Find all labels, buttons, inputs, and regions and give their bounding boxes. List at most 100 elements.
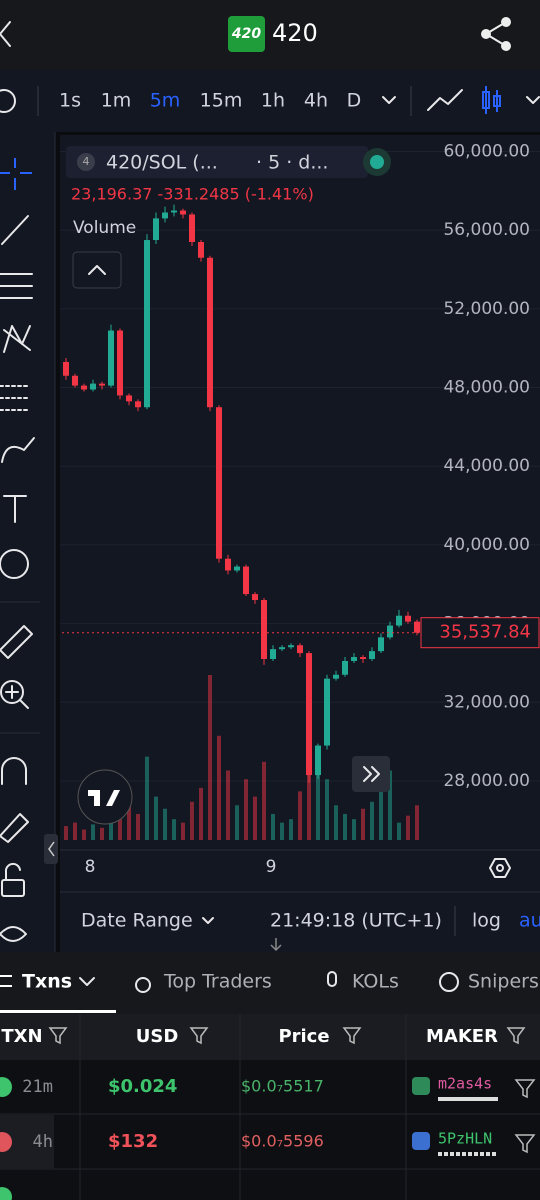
fib-tool[interactable]: [0, 273, 33, 299]
candle-body: [72, 375, 78, 386]
tab-txns[interactable]: Txns: [22, 971, 72, 993]
maker-icon: [412, 1132, 430, 1150]
row-filter-icon[interactable]: [514, 1079, 536, 1099]
trend-line-tool[interactable]: [1, 215, 29, 245]
clock: 21:49:18 (UTC+1): [270, 910, 442, 932]
lock-draw-tool[interactable]: [0, 813, 29, 843]
candle-body: [234, 566, 240, 571]
candle-body: [180, 210, 186, 215]
chart-pane: [60, 135, 540, 890]
resize-handle[interactable]: [270, 938, 282, 952]
emoji-tool[interactable]: [0, 549, 29, 579]
crosshair-tool[interactable]: [0, 158, 32, 190]
header-bar: [0, 0, 540, 70]
back-button[interactable]: [0, 21, 11, 47]
zoom-tool[interactable]: [0, 680, 29, 709]
collapse-button[interactable]: [44, 834, 58, 864]
tab-top-traders[interactable]: Top Traders: [163, 971, 272, 993]
logo-badge: [228, 16, 265, 52]
add-indicator-button[interactable]: [0, 89, 16, 113]
prediction-tool[interactable]: [0, 385, 29, 411]
header-title: 420: [272, 19, 318, 47]
timeframe-button[interactable]: 1h: [261, 90, 285, 112]
line-chart-button[interactable]: [427, 89, 463, 111]
candle-body: [369, 651, 375, 660]
volume-bar: [361, 808, 365, 840]
volume-bar: [82, 829, 86, 840]
visibility-tool[interactable]: [0, 926, 27, 942]
column-header[interactable]: TXN: [1, 1026, 42, 1047]
timeframe-button[interactable]: 4h: [304, 90, 328, 112]
volume-bar: [235, 805, 239, 840]
volume-bar: [379, 787, 383, 840]
tab-kols[interactable]: KOLs: [352, 971, 399, 993]
tab-icon: [135, 977, 151, 993]
status-dot: [370, 155, 384, 169]
side-indicator: [0, 1187, 12, 1200]
volume-bar: [298, 791, 302, 840]
tradingview-logo[interactable]: [77, 769, 133, 825]
filter-icon[interactable]: [48, 1027, 68, 1045]
chart-title: 420/SOL (...: [106, 152, 218, 174]
tab-snipers[interactable]: Snipers: [468, 971, 539, 993]
column-header[interactable]: Price: [278, 1026, 329, 1047]
timeframe-button[interactable]: 1s: [59, 90, 81, 112]
volume-bar: [370, 801, 374, 840]
timeframe-button[interactable]: 5m: [150, 90, 181, 112]
y-tick-label: 40,000.00: [443, 535, 530, 555]
ruler-tool[interactable]: [0, 625, 33, 659]
side-indicator: [0, 1077, 12, 1097]
timeframe-dropdown[interactable]: [382, 96, 396, 104]
candle-body: [189, 214, 195, 243]
lock-tool[interactable]: [1, 862, 25, 897]
txn-maker[interactable]: 5PzHLN: [438, 1130, 492, 1148]
filter-icon[interactable]: [506, 1027, 526, 1045]
filter-icon[interactable]: [189, 1027, 209, 1045]
candle-body: [108, 330, 114, 386]
candle-body: [225, 558, 231, 571]
txn-age: 21m: [22, 1077, 53, 1097]
candle-body: [135, 401, 141, 408]
log-toggle[interactable]: log: [472, 910, 501, 932]
volume-label: Volume: [73, 218, 136, 238]
timeframe-button[interactable]: 1m: [101, 90, 132, 112]
candle-chart-button[interactable]: [482, 86, 501, 114]
timeframe-group: 1s 1m 5m 15m 1h 4h D: [59, 90, 361, 112]
settings-button[interactable]: [489, 858, 511, 878]
brush-tool[interactable]: [1, 437, 35, 463]
volume-bar: [343, 813, 347, 840]
pattern-tool[interactable]: [3, 325, 31, 353]
txn-usd: $0.024: [108, 1076, 177, 1097]
candle-body: [360, 657, 366, 660]
timeframe-button[interactable]: D: [347, 90, 362, 112]
drawing-toolbar: [0, 132, 55, 952]
chart-subtitle: · 5 · d...: [256, 152, 328, 174]
date-range-button[interactable]: Date Range: [81, 910, 193, 932]
magnet-tool[interactable]: [1, 757, 27, 785]
collapse-icon: [48, 841, 55, 857]
candle-body: [396, 615, 402, 626]
auto-toggle[interactable]: au: [519, 910, 540, 932]
volume-bar: [64, 826, 68, 840]
tab-dropdown[interactable]: [79, 977, 95, 986]
candle-body: [207, 257, 213, 408]
chart-type-dropdown[interactable]: [526, 96, 540, 104]
candle-body: [171, 210, 177, 213]
share-button[interactable]: [481, 17, 511, 51]
candle-body: [252, 594, 258, 600]
candle-body: [270, 649, 276, 660]
column-header[interactable]: USD: [136, 1026, 179, 1047]
volume-bar: [226, 770, 230, 840]
text-tool[interactable]: [3, 495, 27, 523]
collapse-legend-button[interactable]: [72, 251, 122, 289]
filter-icon[interactable]: [342, 1027, 362, 1045]
maker-icon: [412, 1077, 430, 1095]
column-header[interactable]: MAKER: [426, 1026, 498, 1047]
txn-maker[interactable]: m2as4s: [438, 1075, 492, 1093]
timeframe-button[interactable]: 15m: [200, 90, 243, 112]
volume-bar: [181, 822, 185, 840]
candle-body: [90, 383, 96, 390]
volume-bar: [208, 675, 212, 840]
row-filter-icon[interactable]: [514, 1134, 536, 1154]
volume-bar: [271, 813, 275, 840]
